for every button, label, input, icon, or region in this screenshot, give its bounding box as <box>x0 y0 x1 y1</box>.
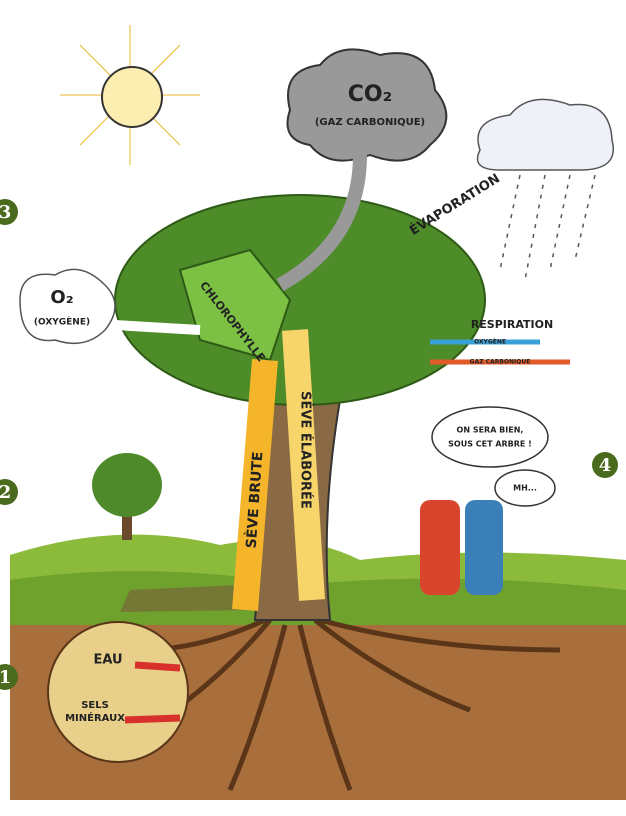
marker-number: 1 <box>0 667 11 688</box>
water-arrow <box>135 665 180 668</box>
label: SÈVE ÉLABORÉE <box>298 391 314 509</box>
sun <box>102 67 162 127</box>
label: SELS <box>81 700 109 711</box>
o2-arrow <box>115 325 200 330</box>
salts-arrow <box>125 718 180 720</box>
label: SOUS CET ARBRE ! <box>448 440 532 449</box>
boy <box>420 500 460 595</box>
small-canopy <box>92 453 162 517</box>
girl <box>465 500 503 595</box>
illustration: CO₂ (GAZ CARBONIQUE) ÉVAPORATION O₂ (OXY… <box>0 0 626 816</box>
label: RESPIRATION <box>471 318 553 331</box>
marker-number: 2 <box>0 482 11 503</box>
marker-number: 3 <box>0 202 11 223</box>
speech-bubble <box>432 407 548 467</box>
label: OXYGÈNE <box>474 338 506 346</box>
label: MINÉRAUX <box>65 711 125 724</box>
marker-number: 4 <box>599 455 612 476</box>
label: (GAZ CARBONIQUE) <box>315 117 425 128</box>
label: MH... <box>513 484 537 493</box>
label: GAZ CARBONIQUE <box>470 359 531 366</box>
label: ON SERA BIEN, <box>457 426 524 435</box>
label: CO₂ <box>348 82 392 107</box>
label: O₂ <box>50 287 73 308</box>
label: (OXYGÈNE) <box>34 316 90 328</box>
page: CO₂ (GAZ CARBONIQUE) ÉVAPORATION O₂ (OXY… <box>0 0 626 816</box>
marker-4: 4 <box>592 452 618 478</box>
soil-zoom <box>48 622 188 762</box>
label: EAU <box>93 653 122 668</box>
